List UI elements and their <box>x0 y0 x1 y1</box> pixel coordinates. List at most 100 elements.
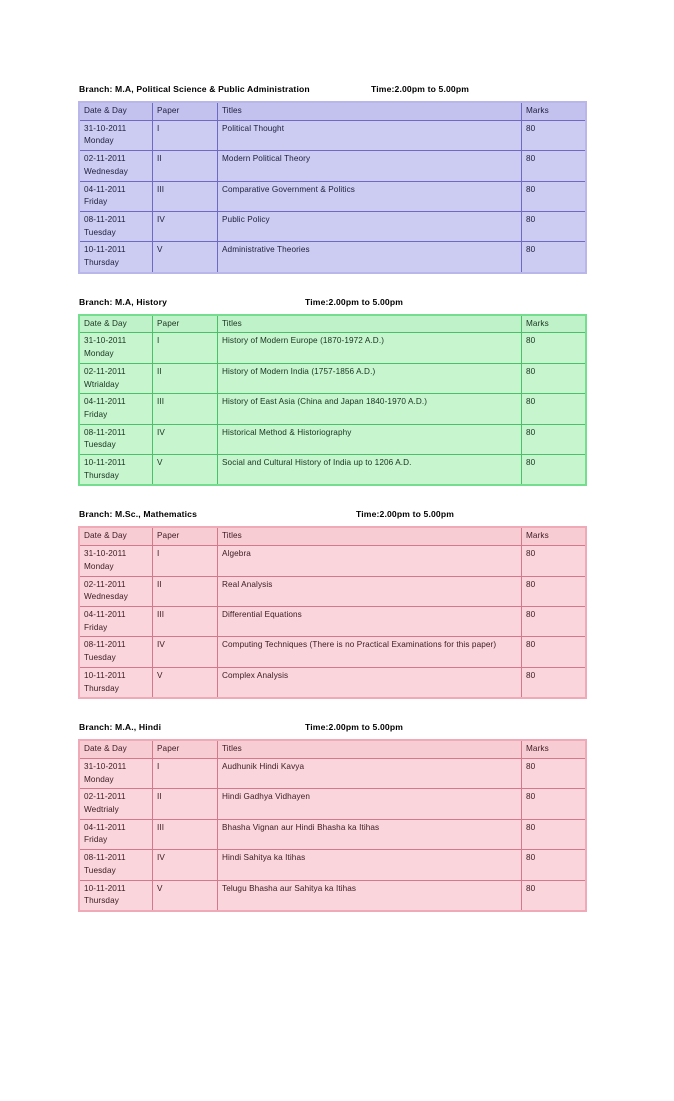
cell-date-day: 02-11-2011 Wednesday <box>79 575 153 607</box>
table-header-row: Date & Day Paper Titles Marks <box>79 314 586 334</box>
table-row: 04-11-2011 Friday III Differential Equation… <box>79 605 586 638</box>
exam-date: 08-11-2011 <box>84 640 126 650</box>
cell-marks: 80 <box>521 423 586 456</box>
column-header-titles: Titles <box>217 314 522 334</box>
table-row: 04-11-2011 Friday III Bhasha Vignan aur Hin… <box>79 818 586 851</box>
cell-paper: I <box>152 332 218 364</box>
cell-marks: 80 <box>521 362 586 395</box>
exam-day: Thursday <box>84 258 119 268</box>
column-header-date-day: Date & Day <box>79 102 153 121</box>
cell-date-day: 04-11-2011 Friday <box>79 393 153 425</box>
exam-date: 04-11-2011 <box>84 822 126 832</box>
exam-date: 08-11-2011 <box>84 853 126 863</box>
exam-date: 02-11-2011 <box>84 792 126 802</box>
exam-schedule-table: Date & Day Paper Titles Marks 31-10-2011 Mond… <box>78 526 587 700</box>
timetable-block: Branch: M.A, Political Science & Public … <box>78 84 587 274</box>
exam-date: 31-10-2011 <box>84 336 127 346</box>
table-row: 10-11-2011 Thursday V Complex Analysis 80 <box>79 666 586 699</box>
table-row: 02-11-2011 Wednesday II Real Analysis 80 <box>79 575 586 607</box>
cell-marks: 80 <box>521 241 586 273</box>
cell-marks: 80 <box>521 119 586 152</box>
table-row: 08-11-2011 Tuesday IV Hindi Sahitya ka Itih… <box>79 849 586 881</box>
cell-date-day: 04-11-2011 Friday <box>79 818 153 851</box>
table-row: 31-10-2011 Monday I Audhunik Hindi Kavya 80 <box>79 757 586 790</box>
branch-heading: Branch: M.Sc., Mathematics Time:2.00pm to… <box>79 509 585 524</box>
exam-day: Tuesday <box>84 653 116 663</box>
exam-date: 02-11-2011 <box>84 366 126 376</box>
exam-date: 10-11-2011 <box>84 883 126 893</box>
cell-paper: IV <box>152 636 218 668</box>
branch-label: Branch: M.A, History <box>79 296 167 307</box>
table-row: 10-11-2011 Thursday V Administrative Theori… <box>79 241 586 273</box>
cell-marks: 80 <box>521 150 586 182</box>
cell-date-day: 31-10-2011 Monday <box>79 545 153 577</box>
column-header-titles: Titles <box>217 527 522 547</box>
exam-day: Friday <box>84 622 108 632</box>
timetable-block: Branch: M.Sc., Mathematics Time:2.00pm to… <box>78 509 587 700</box>
exam-day: Tuesday <box>84 440 116 450</box>
cell-title: Social and Cultural History of India up … <box>217 454 522 486</box>
cell-paper: III <box>152 818 218 851</box>
cell-date-day: 10-11-2011 Thursday <box>79 666 153 699</box>
cell-title: Modern Political Theory <box>217 150 522 182</box>
exam-date: 10-11-2011 <box>84 670 126 680</box>
table-row: 10-11-2011 Thursday V Telugu Bhasha aur Sah… <box>79 879 586 911</box>
column-header-date-day: Date & Day <box>79 527 153 547</box>
cell-date-day: 08-11-2011 Tuesday <box>79 849 153 881</box>
cell-title: Differential Equations <box>217 605 522 638</box>
column-header-marks: Marks <box>521 102 586 121</box>
exam-schedule-table: Date & Day Paper Titles Marks 31-10-2011 Mond… <box>78 101 587 274</box>
cell-date-day: 08-11-2011 Tuesday <box>79 210 153 243</box>
exam-day: Tuesday <box>84 227 116 237</box>
exam-day: Monday <box>84 349 114 359</box>
cell-marks: 80 <box>521 180 586 212</box>
column-header-date-day: Date & Day <box>79 740 153 759</box>
cell-paper: III <box>152 393 218 425</box>
cell-paper: IV <box>152 849 218 881</box>
cell-title: Complex Analysis <box>217 666 522 699</box>
cell-date-day: 10-11-2011 Thursday <box>79 454 153 486</box>
cell-date-day: 04-11-2011 Friday <box>79 605 153 638</box>
exam-date: 10-11-2011 <box>84 458 126 468</box>
table-row: 08-11-2011 Tuesday IV Public Policy 80 <box>79 210 586 243</box>
cell-marks: 80 <box>521 454 586 486</box>
exam-date: 04-11-2011 <box>84 184 126 194</box>
cell-marks: 80 <box>521 879 586 911</box>
cell-marks: 80 <box>521 605 586 638</box>
exam-day: Wednesday <box>84 166 128 176</box>
branch-time: Time:2.00pm to 5.00pm <box>371 84 470 94</box>
cell-marks: 80 <box>521 788 586 820</box>
exam-day: Friday <box>84 197 108 207</box>
cell-date-day: 04-11-2011 Friday <box>79 180 153 212</box>
cell-title: Algebra <box>217 545 522 577</box>
exam-day: Wtrialday <box>84 379 120 389</box>
branch-label: Branch: M.A, Political Science & Public … <box>79 84 310 94</box>
column-header-marks: Marks <box>521 527 586 547</box>
cell-marks: 80 <box>521 332 586 364</box>
branch-time: Time:2.00pm to 5.00pm <box>305 296 404 307</box>
exam-day: Thursday <box>84 896 119 906</box>
cell-title: Administrative Theories <box>217 241 522 273</box>
cell-title: Political Thought <box>217 119 522 152</box>
cell-paper: I <box>152 545 218 577</box>
cell-date-day: 31-10-2011 Monday <box>79 757 153 790</box>
exam-date: 08-11-2011 <box>84 427 126 437</box>
exam-day: Wedtrialy <box>84 805 119 815</box>
cell-date-day: 02-11-2011 Wtrialday <box>79 362 153 395</box>
cell-paper: V <box>152 666 218 699</box>
table-row: 02-11-2011 Wtrialday II History of Modern I… <box>79 362 586 395</box>
exam-date: 31-10-2011 <box>84 761 127 771</box>
table-header-row: Date & Day Paper Titles Marks <box>79 102 586 121</box>
cell-paper: IV <box>152 423 218 456</box>
cell-title: Bhasha Vignan aur Hindi Bhasha ka Itihas <box>217 818 522 851</box>
exam-day: Thursday <box>84 683 119 693</box>
cell-date-day: 10-11-2011 Thursday <box>79 241 153 273</box>
cell-paper: V <box>152 879 218 911</box>
table-row: 10-11-2011 Thursday V Social and Cultural H… <box>79 454 586 486</box>
table-row: 04-11-2011 Friday III History of East Asia … <box>79 393 586 425</box>
cell-marks: 80 <box>521 818 586 851</box>
cell-paper: II <box>152 788 218 820</box>
cell-marks: 80 <box>521 393 586 425</box>
cell-paper: I <box>152 119 218 152</box>
